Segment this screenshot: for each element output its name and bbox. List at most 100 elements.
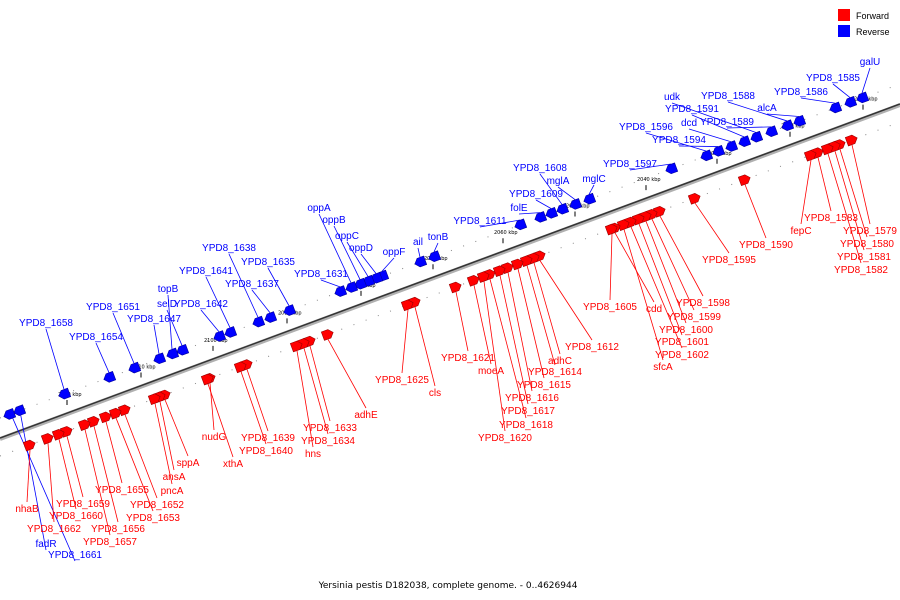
gene-ypd8-1641[interactable] <box>223 326 238 339</box>
leader-line <box>766 113 800 117</box>
gene-ypd8-1591[interactable] <box>737 135 752 148</box>
gene-ypd8-1596[interactable] <box>699 149 714 162</box>
gene-label-galu: galU <box>860 57 881 68</box>
gene-label-oppc: oppC <box>335 231 359 242</box>
leader-line <box>817 157 832 212</box>
gene-ypd8-1661[interactable] <box>2 408 17 421</box>
leader-line <box>303 348 329 435</box>
gene-ypd8-1638[interactable] <box>251 315 266 328</box>
gene-ypd8-1660[interactable] <box>51 428 65 441</box>
gene-label-ypd8-1615: YPD8_1615 <box>517 380 571 391</box>
gene-ypd8-1657[interactable] <box>77 418 91 431</box>
gene-hns[interactable] <box>289 340 303 353</box>
gene-ypd8-1653[interactable] <box>108 407 122 420</box>
gene-label-nudg: nudG <box>202 432 227 443</box>
leader-line <box>744 184 767 239</box>
gene-ypd8-1589[interactable] <box>764 125 779 138</box>
gene-galu[interactable] <box>855 91 870 104</box>
leader-line <box>153 324 160 355</box>
gene-ypd8-1637[interactable] <box>263 311 278 324</box>
leader-line <box>433 242 439 253</box>
gene-ypd8-1594[interactable] <box>711 145 726 157</box>
gene-ypd8-1590[interactable] <box>737 173 751 187</box>
gene-fepc[interactable] <box>803 149 817 162</box>
gene-sfca[interactable] <box>616 218 630 231</box>
gene-ypd8-1658[interactable] <box>57 387 72 400</box>
gene-seld[interactable] <box>175 343 190 356</box>
gene-ypd8-1579[interactable] <box>844 134 858 147</box>
gene-ypd8-1582[interactable] <box>820 143 834 156</box>
gene-ypd8-1652[interactable] <box>117 403 131 417</box>
gene-ypd8-1586[interactable] <box>828 101 843 114</box>
gene-label-ypd8-1585: YPD8_1585 <box>806 73 860 84</box>
gene-ypd8-1647[interactable] <box>152 352 167 365</box>
gene-ypd8-1631[interactable] <box>333 285 348 298</box>
gene-ypd8-1656[interactable] <box>86 415 100 428</box>
gene-label-fepc: fepC <box>790 226 811 237</box>
gene-udk[interactable] <box>749 130 764 143</box>
gene-nhab[interactable] <box>22 439 36 452</box>
gene-dcd[interactable] <box>724 140 739 153</box>
gene-ypd8-1588[interactable] <box>780 119 795 132</box>
gene-pnca[interactable] <box>147 392 161 405</box>
gene-label-ypd8-1635: YPD8_1635 <box>241 257 295 268</box>
gene-ypd8-1625[interactable] <box>400 298 414 312</box>
leader-line <box>333 225 361 280</box>
gene-label-ypd8-1588: YPD8_1588 <box>701 91 755 102</box>
gene-ypd8-1608[interactable] <box>555 202 570 215</box>
gene-oppa[interactable] <box>344 281 359 294</box>
gene-ail[interactable] <box>413 255 428 268</box>
gene-ypd8-1642[interactable] <box>212 330 227 343</box>
gene-label-tonb: tonB <box>428 232 449 243</box>
gene-adhe[interactable] <box>320 328 334 341</box>
leader-line <box>58 439 77 510</box>
gene-label-nhab: nhaB <box>15 504 39 515</box>
leader-line <box>800 159 812 225</box>
leader-line <box>112 312 135 364</box>
gene-ypd8-1595[interactable] <box>687 192 701 205</box>
gene-ypd8-1617[interactable] <box>492 264 506 277</box>
gene-alca[interactable] <box>792 114 807 127</box>
gene-label-ypd8-1586: YPD8_1586 <box>774 87 828 98</box>
gene-ypd8-1621[interactable] <box>448 281 462 294</box>
gene-fole[interactable] <box>533 211 548 223</box>
gene-ypd8-1605[interactable] <box>604 223 618 236</box>
gene-features <box>2 91 870 452</box>
gene-xtha[interactable] <box>200 373 214 386</box>
leader-line <box>8 409 76 562</box>
gene-label-ypd8-1655: YPD8_1655 <box>95 485 149 496</box>
leader-line <box>659 215 704 297</box>
legend-forward-swatch <box>838 9 850 21</box>
gene-label-seld: selD <box>157 299 177 310</box>
gene-mglc[interactable] <box>582 192 597 205</box>
gene-ypd8-1640[interactable] <box>233 360 247 374</box>
gene-ypd8-1614[interactable] <box>519 254 533 267</box>
leader-line <box>638 223 683 336</box>
gene-ypd8-1651[interactable] <box>127 361 142 374</box>
gene-ypd8-1615[interactable] <box>510 258 524 271</box>
gene-mgla[interactable] <box>568 198 583 210</box>
gene-tonb[interactable] <box>427 250 442 263</box>
gene-ypd8-1655[interactable] <box>98 411 112 424</box>
gene-label-ypd8-1639: YPD8_1639 <box>241 433 295 444</box>
leader-line <box>483 281 506 432</box>
leader-line <box>517 268 545 379</box>
gene-ypd8-1662[interactable] <box>40 432 54 445</box>
gene-label-ypd8-1656: YPD8_1656 <box>91 524 145 535</box>
gene-moea[interactable] <box>466 274 480 287</box>
leader-line <box>93 426 119 523</box>
gene-ypd8-1635[interactable] <box>282 304 297 317</box>
gene-ypd8-1654[interactable] <box>102 371 117 383</box>
leader-line <box>688 128 732 143</box>
gene-ypd8-1597[interactable] <box>664 162 679 175</box>
gene-ypd8-1611[interactable] <box>513 218 528 231</box>
gene-ypd8-1620[interactable] <box>476 270 490 283</box>
gene-ypd8-1609[interactable] <box>544 206 559 219</box>
leader-line <box>839 149 868 238</box>
gene-fadr[interactable] <box>12 404 27 417</box>
gene-ypd8-1585[interactable] <box>843 96 858 108</box>
gene-topb[interactable] <box>165 347 180 360</box>
scale-tick-label: 2110 kbp <box>132 365 156 371</box>
leader-line <box>671 102 757 133</box>
gene-oppb[interactable] <box>353 277 368 290</box>
